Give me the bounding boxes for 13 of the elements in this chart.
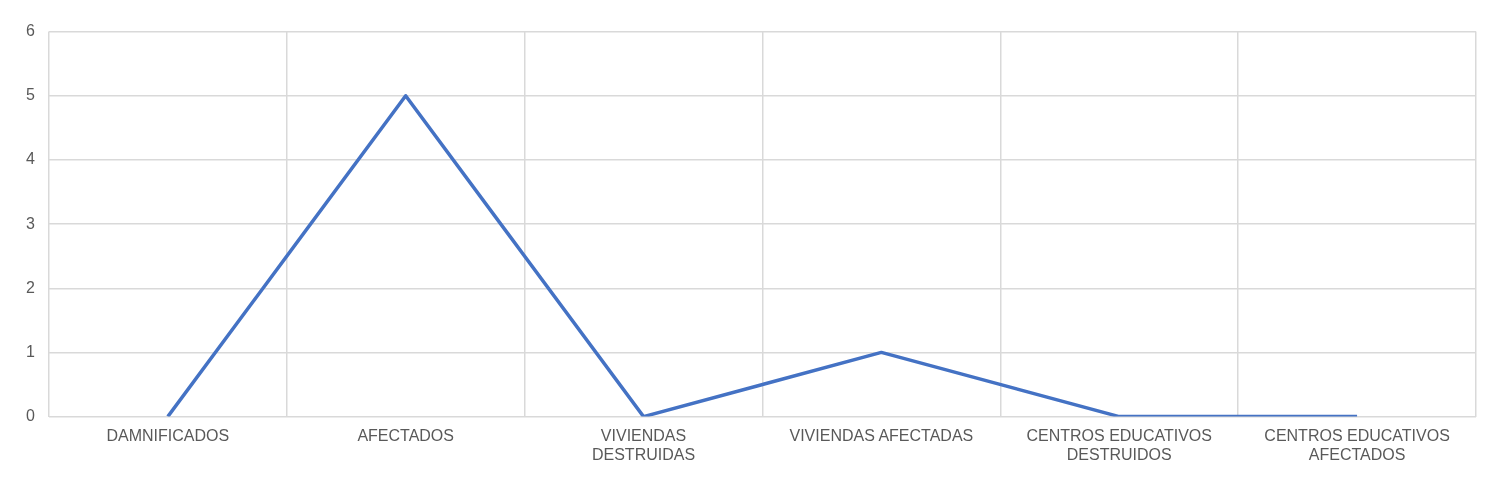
x-tick-label: DAMNIFICADOS — [106, 426, 230, 444]
x-tick-label: AFECTADOS — [357, 426, 454, 444]
x-tick-label: VIVIENDAS DESTRUIDAS — [591, 426, 696, 463]
y-tick-label: 0 — [25, 407, 35, 425]
y-tick-label: 1 — [25, 342, 35, 360]
y-tick-label: 3 — [25, 214, 35, 232]
y-tick-label: 5 — [25, 86, 35, 104]
x-tick-label: CENTROS EDUCATIVOS DESTRUIDOS — [1026, 426, 1212, 463]
y-tick-label: 2 — [25, 278, 35, 296]
x-tick-label: CENTROS EDUCATIVOS AFECTADOS — [1264, 426, 1450, 463]
y-tick-label: 6 — [25, 22, 35, 40]
x-tick-label: VIVIENDAS AFECTADAS — [789, 426, 974, 444]
y-tick-label: 4 — [25, 150, 35, 168]
